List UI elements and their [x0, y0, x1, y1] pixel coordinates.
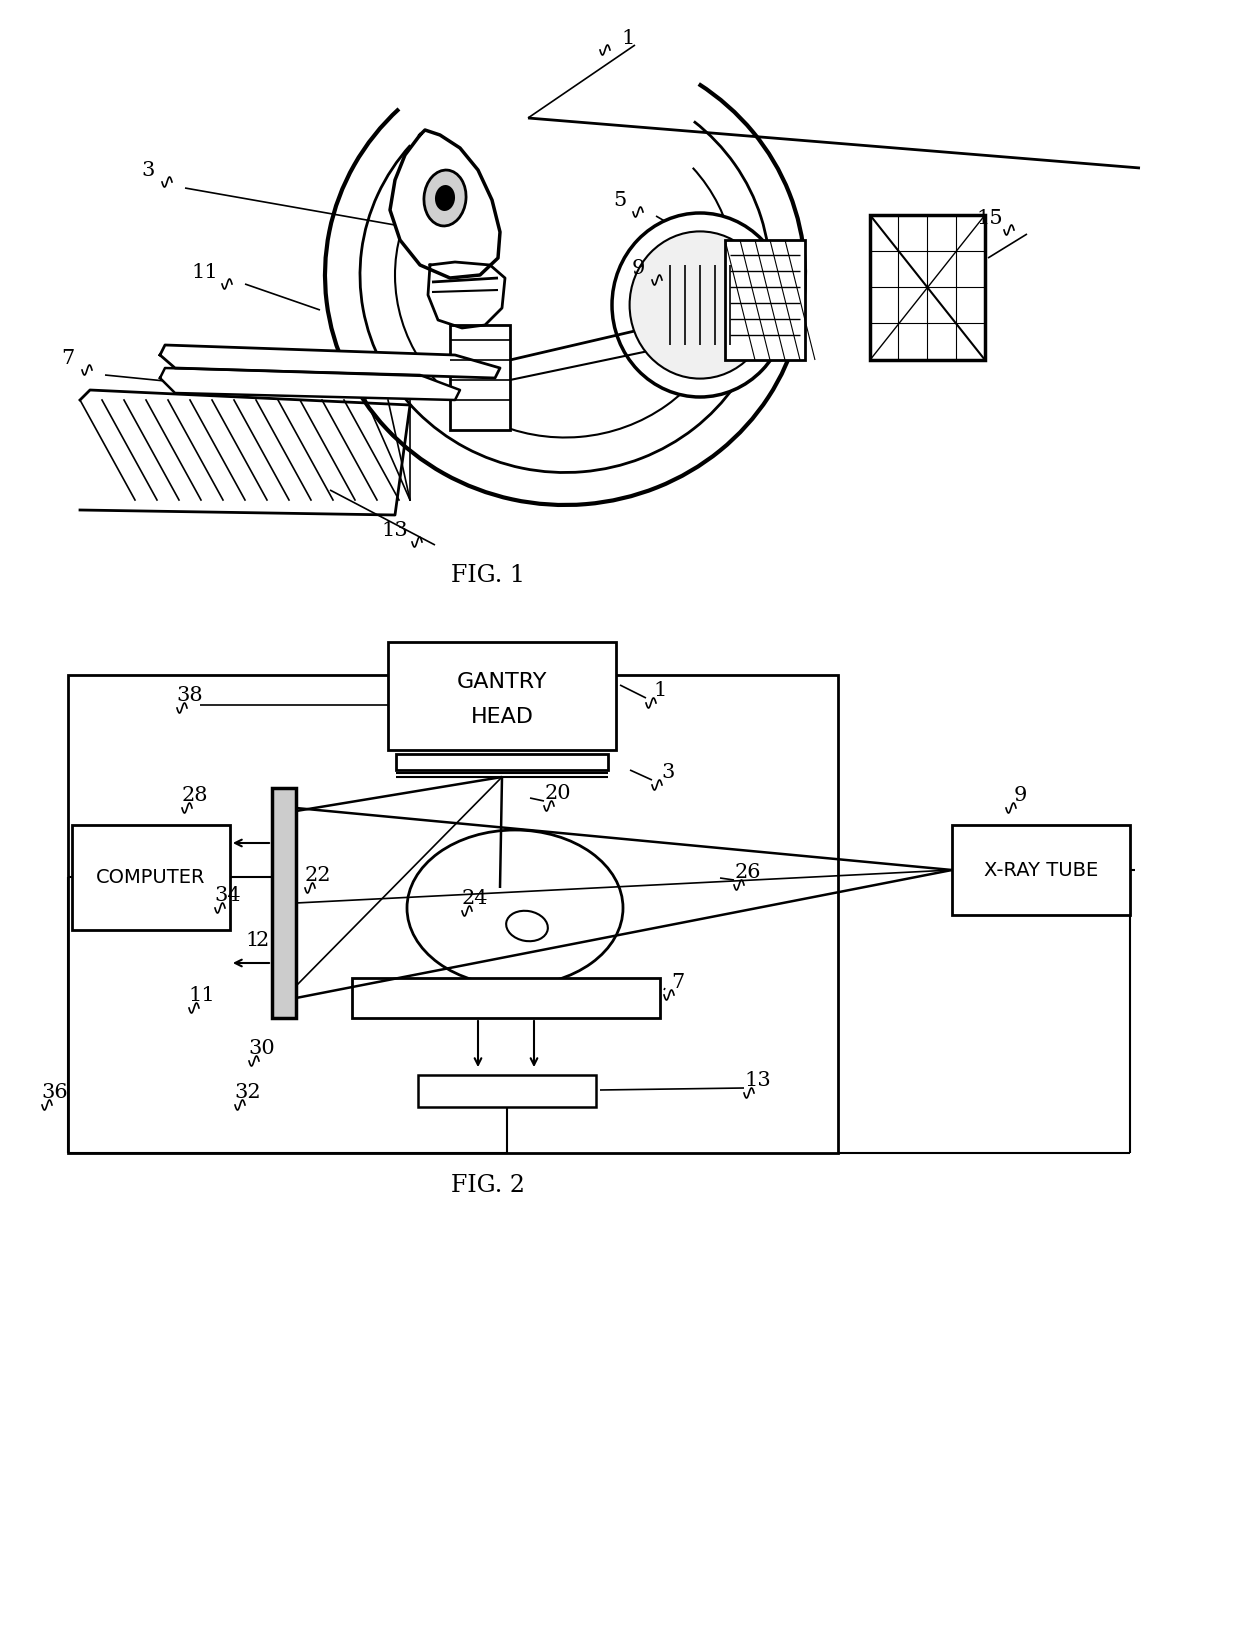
Text: 38: 38 [176, 685, 203, 704]
Bar [396, 754, 608, 770]
Bar [388, 642, 616, 751]
Text: 15: 15 [977, 209, 1003, 227]
Text: 26: 26 [735, 863, 761, 882]
Text: 36: 36 [42, 1083, 68, 1101]
Bar [352, 978, 660, 1017]
Text: 9: 9 [631, 258, 645, 278]
Text: 2: 2 [255, 930, 269, 950]
Text: 13: 13 [382, 520, 408, 540]
Text: 34: 34 [215, 886, 242, 905]
Polygon shape [391, 130, 500, 278]
Text: FIG. 2: FIG. 2 [451, 1174, 525, 1197]
Text: 24: 24 [461, 889, 489, 907]
Polygon shape [160, 369, 460, 400]
Text: 13: 13 [745, 1070, 771, 1090]
Text: FIG. 1: FIG. 1 [451, 563, 525, 586]
Ellipse shape [613, 212, 787, 397]
Text: 5: 5 [614, 191, 626, 209]
Polygon shape [81, 390, 410, 515]
Ellipse shape [407, 830, 622, 986]
Text: 30: 30 [249, 1039, 275, 1057]
Bar [952, 825, 1130, 915]
Text: 3: 3 [661, 762, 675, 782]
Ellipse shape [424, 170, 466, 226]
Bar [72, 825, 229, 930]
Polygon shape [160, 346, 500, 379]
Bar [272, 788, 296, 1017]
Text: 28: 28 [182, 785, 208, 805]
Text: 1: 1 [621, 28, 635, 48]
Text: 20: 20 [544, 783, 572, 803]
Bar [870, 216, 985, 360]
Text: 9: 9 [1013, 785, 1027, 805]
Text: 22: 22 [305, 866, 331, 884]
Polygon shape [428, 262, 505, 328]
Text: HEAD: HEAD [470, 708, 533, 728]
Ellipse shape [630, 232, 770, 379]
Ellipse shape [506, 910, 548, 942]
Ellipse shape [435, 184, 455, 211]
Text: 7: 7 [671, 973, 684, 991]
Text: COMPUTER: COMPUTER [97, 867, 206, 887]
Text: 3: 3 [141, 161, 155, 179]
Bar [725, 240, 805, 360]
Text: X-RAY TUBE: X-RAY TUBE [983, 861, 1099, 879]
Bar [68, 675, 838, 1152]
Text: 1: 1 [653, 680, 667, 700]
Text: GANTRY: GANTRY [456, 672, 547, 691]
Bar [450, 324, 510, 430]
Text: 7: 7 [61, 349, 74, 367]
Text: 32: 32 [234, 1083, 262, 1101]
Bar [418, 1075, 596, 1108]
Text: 1: 1 [246, 930, 259, 950]
Text: 11: 11 [188, 986, 216, 1004]
Text: 11: 11 [192, 262, 218, 281]
